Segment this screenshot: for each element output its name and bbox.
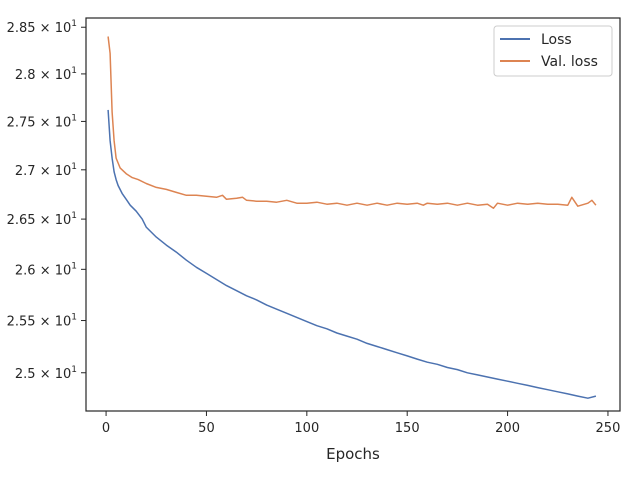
y-tick-label: 2.6 × 101 xyxy=(15,261,77,278)
x-tick-label: 50 xyxy=(198,421,215,436)
x-axis: 0 50 100 150 200 250 xyxy=(102,411,620,436)
y-axis: 2.5 × 101 2.55 × 101 2.6 × 101 2.65 × 101 2.… xyxy=(7,19,86,382)
x-tick-label: 250 xyxy=(596,421,621,436)
legend-label-loss: Loss xyxy=(541,32,572,48)
x-tick-label: 200 xyxy=(495,421,520,436)
series-line-loss xyxy=(107,109,597,399)
plot-frame xyxy=(85,17,621,412)
x-tick-label: 150 xyxy=(395,421,420,436)
y-tick-label: 2.85 × 101 xyxy=(7,19,77,36)
x-tick-label: 100 xyxy=(294,421,319,436)
x-tick-label: 0 xyxy=(102,421,110,436)
series-layer xyxy=(107,36,597,399)
plot-background xyxy=(86,18,620,411)
y-tick-label: 2.8 × 101 xyxy=(15,66,77,83)
y-tick-label: 2.75 × 101 xyxy=(7,113,77,130)
legend: Loss Val. loss xyxy=(493,25,613,77)
legend-label-val-loss: Val. loss xyxy=(541,54,598,70)
x-axis-label: Epochs xyxy=(326,445,380,463)
y-tick-label: 2.65 × 101 xyxy=(7,211,77,228)
y-tick-label: 2.55 × 101 xyxy=(7,313,77,330)
y-tick-label: 2.7 × 101 xyxy=(15,162,77,179)
y-tick-label: 2.5 × 101 xyxy=(15,365,77,382)
series-line-val-loss xyxy=(107,36,597,209)
